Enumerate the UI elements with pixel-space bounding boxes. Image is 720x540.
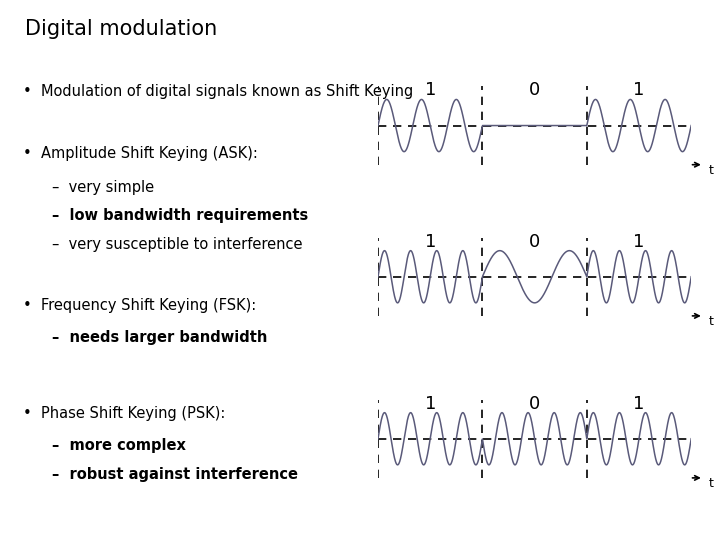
Text: –  robust against interference: – robust against interference (52, 467, 298, 482)
Text: 1: 1 (634, 233, 644, 251)
Text: –  low bandwidth requirements: – low bandwidth requirements (52, 208, 308, 224)
Text: t: t (708, 315, 714, 328)
Text: 0: 0 (529, 233, 540, 251)
Text: 1: 1 (425, 82, 436, 99)
Text: •  Modulation of digital signals known as Shift Keying: • Modulation of digital signals known as… (23, 84, 413, 99)
Text: –  needs larger bandwidth: – needs larger bandwidth (52, 330, 267, 346)
Text: –  very simple: – very simple (52, 180, 154, 195)
Text: –  more complex: – more complex (52, 438, 186, 454)
Text: •  Frequency Shift Keying (FSK):: • Frequency Shift Keying (FSK): (23, 298, 256, 313)
Text: 1: 1 (634, 82, 644, 99)
Text: 0: 0 (529, 395, 540, 413)
Text: 1: 1 (425, 233, 436, 251)
Text: 1: 1 (425, 395, 436, 413)
Text: •  Phase Shift Keying (PSK):: • Phase Shift Keying (PSK): (23, 406, 225, 421)
Text: t: t (708, 164, 714, 177)
Text: 0: 0 (529, 82, 540, 99)
Text: •  Amplitude Shift Keying (ASK):: • Amplitude Shift Keying (ASK): (23, 146, 258, 161)
Text: –  very susceptible to interference: – very susceptible to interference (52, 237, 302, 252)
Text: t: t (708, 477, 714, 490)
Text: 1: 1 (634, 395, 644, 413)
Text: Digital modulation: Digital modulation (25, 19, 217, 39)
